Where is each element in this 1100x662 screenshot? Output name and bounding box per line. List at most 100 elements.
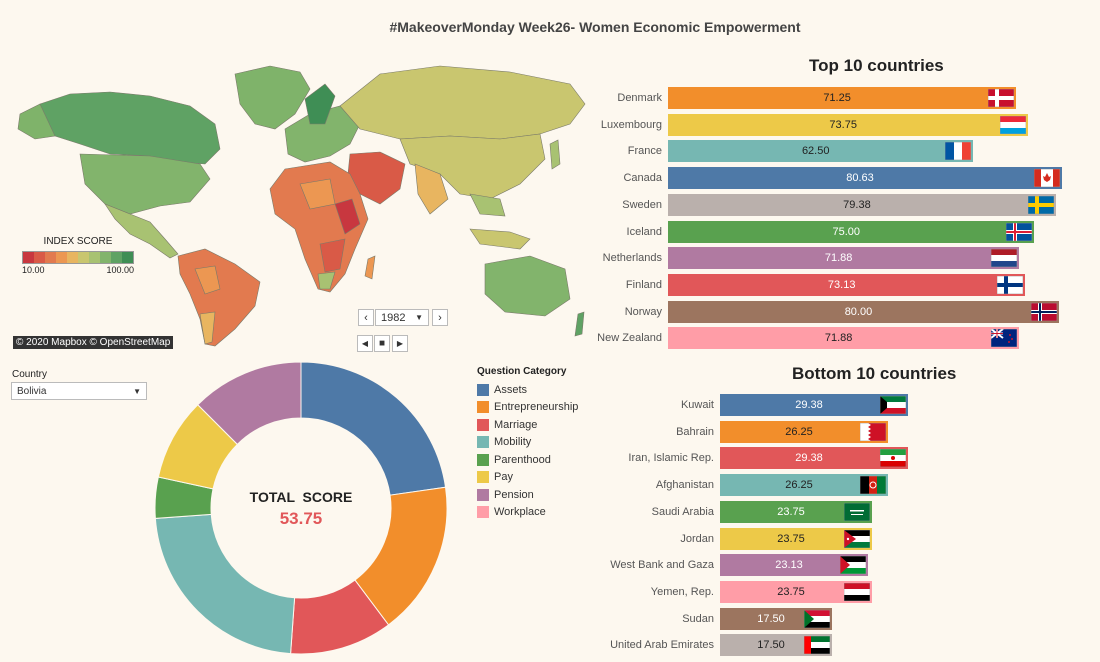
bar-value-label: 71.25 [823, 92, 851, 104]
stop-button[interactable]: ■ [374, 335, 390, 352]
donut-slice-mobility[interactable] [155, 513, 296, 655]
bar[interactable] [720, 554, 868, 577]
bar-value-label: 17.50 [757, 612, 785, 625]
bar[interactable] [668, 140, 974, 163]
bar-row[interactable]: Sudan 17.50 [682, 607, 832, 630]
chevron-right-icon: › [438, 311, 442, 324]
bar-row[interactable]: Netherlands 71.88 [603, 247, 1020, 270]
bar-value-label: 29.38 [795, 399, 823, 411]
bar-row[interactable]: New Zealand 71.88 [597, 327, 1020, 350]
bar-row[interactable]: Sweden 79.38 [622, 193, 1056, 216]
donut-slice-pension[interactable] [197, 362, 302, 446]
map-region-alaska [17, 103, 56, 140]
legend-swatch [477, 383, 489, 396]
bar-country-label: Jordan [680, 532, 714, 545]
map-region-indonesia [469, 228, 531, 250]
ramp-swatch [89, 252, 100, 263]
bar[interactable] [668, 300, 1059, 323]
bar-row[interactable]: Iran, Islamic Rep. 29.38 [628, 447, 908, 470]
flag-icon-canada [1033, 168, 1061, 188]
bar[interactable] [668, 87, 1017, 109]
bar[interactable] [668, 167, 1062, 190]
total-score-value: 53.75 [280, 509, 323, 528]
flag-icon-newzealand [990, 328, 1018, 348]
flag-icon-sudan [803, 609, 831, 628]
legend-label: Pension [494, 488, 534, 501]
bar-row[interactable]: Kuwait 29.38 [681, 394, 908, 416]
bar-value-label: 75.00 [832, 225, 860, 238]
legend-swatch [477, 418, 489, 431]
question-category-donut[interactable]: TOTAL SCORE 53.75 [155, 362, 449, 656]
legend-item-assets[interactable]: Assets [477, 381, 578, 399]
bar-row[interactable]: Finland 73.13 [626, 273, 1026, 296]
dropdown-arrow-icon: ▼ [415, 313, 423, 322]
bar-country-label: Denmark [617, 92, 662, 104]
bar-value-label: 26.25 [785, 479, 813, 492]
bar[interactable] [668, 273, 1026, 296]
play-backward-icon: ◀ [361, 339, 369, 348]
legend-item-entrepreneurship[interactable]: Entrepreneurship [477, 399, 578, 417]
bar-row[interactable]: Iceland 75.00 [627, 220, 1035, 243]
map-attribution[interactable]: © 2020 Mapbox © OpenStreetMap [13, 336, 174, 349]
bar-row[interactable]: Yemen, Rep. 23.75 [651, 580, 872, 603]
bar-row[interactable]: Norway 80.00 [625, 300, 1059, 323]
bar[interactable] [668, 247, 1020, 270]
bar[interactable] [668, 220, 1035, 243]
bar-country-label: Kuwait [680, 399, 714, 411]
legend-swatch [477, 453, 489, 466]
legend-item-pay[interactable]: Pay [477, 469, 578, 487]
bar[interactable] [720, 580, 872, 603]
map-region-russia [339, 65, 586, 140]
prev-year-button[interactable]: ‹ [358, 309, 374, 326]
year-select[interactable]: 1982 ▼ [375, 309, 429, 326]
legend-item-marriage[interactable]: Marriage [477, 416, 578, 434]
bar-row[interactable]: Canada 80.63 [623, 167, 1062, 190]
legend-item-parenthood[interactable]: Parenthood [477, 451, 578, 469]
next-year-button[interactable]: › [432, 309, 448, 326]
world-map[interactable] [0, 44, 590, 352]
legend-swatch [477, 436, 489, 449]
bar-row[interactable]: France 62.50 [628, 140, 974, 163]
bar[interactable] [668, 113, 1029, 136]
bar-value-label: 79.38 [843, 198, 871, 211]
ramp-swatch [78, 252, 89, 263]
legend-swatch [477, 488, 489, 501]
bar-country-label: Saudi Arabia [651, 505, 714, 518]
flag-icon-finland [997, 275, 1024, 295]
play-forward-button[interactable]: ▶ [392, 335, 408, 352]
country-filter-label: Country [12, 369, 48, 380]
bar-row[interactable]: Bahrain 26.25 [676, 420, 888, 443]
bar-row[interactable]: United Arab Emirates 17.50 [610, 634, 832, 657]
legend-item-workplace[interactable]: Workplace [477, 504, 578, 522]
bar-row[interactable]: Denmark 71.25 [617, 87, 1017, 109]
bar[interactable] [720, 394, 908, 416]
bar[interactable] [668, 327, 1020, 350]
bar-row[interactable]: Afghanistan 26.25 [656, 474, 888, 497]
bar[interactable] [720, 420, 888, 443]
play-backward-button[interactable]: ◀ [357, 335, 373, 352]
bottom10-title: Bottom 10 countries [792, 364, 957, 383]
bar-row[interactable]: Jordan 23.75 [680, 527, 872, 550]
legend-item-mobility[interactable]: Mobility [477, 434, 578, 452]
bar-country-label: New Zealand [597, 332, 662, 345]
bar-row[interactable]: Saudi Arabia 23.75 [652, 500, 872, 523]
chevron-left-icon: ‹ [364, 311, 368, 324]
map-region-australia [484, 255, 571, 317]
country-filter-select[interactable]: Bolivia ▼ [11, 382, 147, 400]
bar-row[interactable]: West Bank and Gaza 23.13 [610, 554, 868, 577]
bar[interactable] [720, 447, 908, 470]
bar[interactable] [720, 500, 872, 523]
bar-row[interactable]: Luxembourg 73.75 [601, 113, 1029, 136]
donut-slice-assets[interactable] [300, 362, 447, 496]
legend-item-pension[interactable]: Pension [477, 486, 578, 504]
bar[interactable] [720, 474, 888, 497]
legend-label: Parenthood [494, 453, 551, 466]
legend-label: Mobility [494, 436, 532, 449]
bar[interactable] [720, 527, 872, 550]
bar[interactable] [668, 193, 1056, 216]
bar-value-label: 17.50 [757, 639, 785, 652]
bar-value-label: 23.75 [777, 532, 805, 545]
bar-value-label: 71.88 [824, 252, 853, 265]
legend-label: Workplace [494, 506, 546, 519]
flag-icon-jordan [843, 529, 871, 548]
